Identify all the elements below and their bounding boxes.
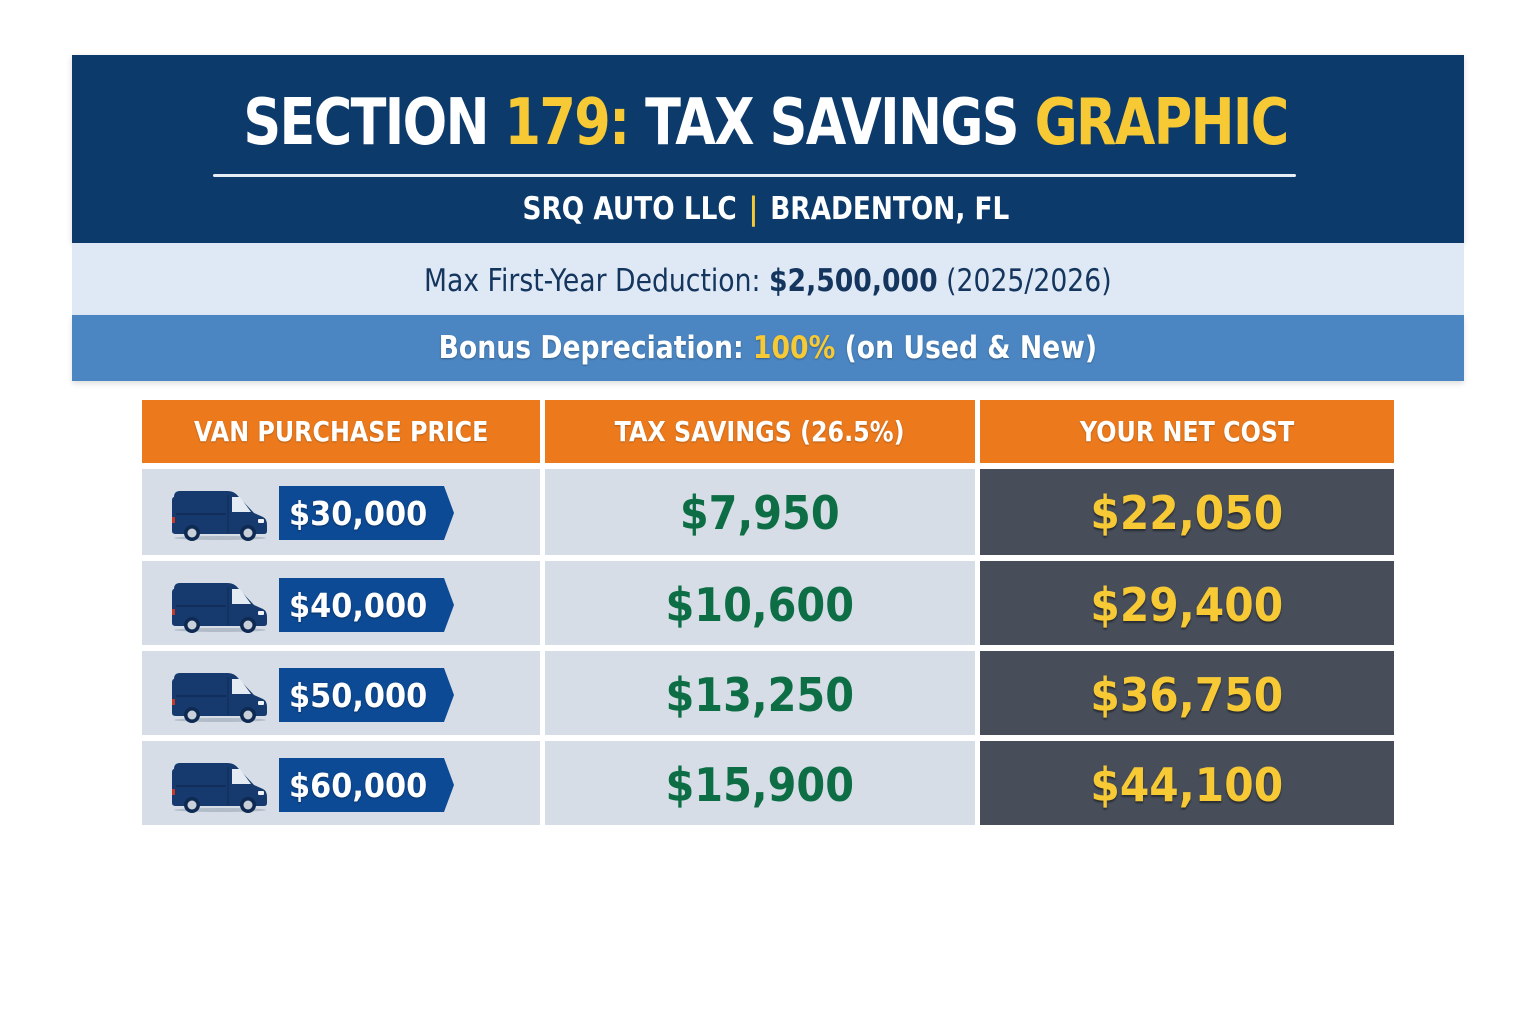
table-row: $60,000 $15,900 $44,100 — [142, 741, 1394, 825]
max-deduction-years: (2025/2026) — [937, 263, 1112, 299]
title-text: SECTION — [243, 86, 505, 160]
company-name: SRQ AUTO LLC — [522, 191, 737, 227]
header-purchase-price: VAN PURCHASE PRICE — [142, 400, 540, 463]
title-highlight-section-number: 179: — [504, 86, 631, 160]
title-text: TAX SAVINGS — [628, 86, 1035, 160]
price-cell: $40,000 — [142, 561, 540, 645]
header-net-cost: YOUR NET COST — [980, 400, 1394, 463]
bonus-depreciation-percent: 100% — [753, 330, 836, 366]
title-highlight-graphic: GRAPHIC — [1034, 86, 1290, 160]
net-cost-cell: $22,050 — [980, 469, 1394, 555]
van-icon — [172, 583, 267, 633]
bonus-depreciation-band: Bonus Depreciation: 100% (on Used & New) — [72, 315, 1464, 381]
net-cost-cell: $36,750 — [980, 651, 1394, 735]
tax-savings-cell: $7,950 — [545, 469, 975, 555]
net-cost-cell: $29,400 — [980, 561, 1394, 645]
title-banner: SECTION 179: TAX SAVINGS GRAPHIC SRQ AUT… — [72, 55, 1464, 243]
max-deduction-band: Max First-Year Deduction: $2,500,000 (20… — [72, 243, 1464, 315]
table-header-row: VAN PURCHASE PRICE TAX SAVINGS (26.5%) Y… — [142, 400, 1394, 463]
tax-savings-cell: $15,900 — [545, 741, 975, 825]
net-cost-cell: $44,100 — [980, 741, 1394, 825]
van-icon — [172, 763, 267, 813]
savings-table: VAN PURCHASE PRICE TAX SAVINGS (26.5%) Y… — [142, 400, 1394, 825]
price-tag: $60,000 — [279, 758, 454, 812]
title-divider — [213, 174, 1296, 177]
table-row: $30,000 $7,950 $22,050 — [142, 469, 1394, 555]
table-row: $40,000 $10,600 $29,400 — [142, 561, 1394, 645]
price-tag: $30,000 — [279, 486, 454, 540]
company-location: BRADENTON, FL — [770, 191, 1010, 227]
bonus-depreciation-label: Bonus Depreciation: — [438, 330, 754, 366]
subtitle-separator: | — [748, 191, 759, 227]
price-tag: $40,000 — [279, 578, 454, 632]
max-deduction-amount: $2,500,000 — [769, 263, 938, 299]
tax-savings-cell: $13,250 — [545, 651, 975, 735]
max-deduction-label: Max First-Year Deduction: — [424, 263, 770, 299]
company-subtitle: SRQ AUTO LLC | BRADENTON, FL — [174, 191, 1357, 227]
price-cell: $60,000 — [142, 741, 540, 825]
header-tax-savings: TAX SAVINGS (26.5%) — [545, 400, 975, 463]
tax-savings-cell: $10,600 — [545, 561, 975, 645]
page-title: SECTION 179: TAX SAVINGS GRAPHIC — [195, 85, 1336, 161]
price-cell: $30,000 — [142, 469, 540, 555]
van-icon — [172, 673, 267, 723]
price-tag: $50,000 — [279, 668, 454, 722]
van-icon — [172, 491, 267, 541]
bonus-depreciation-note: (on Used & New) — [835, 330, 1098, 366]
price-cell: $50,000 — [142, 651, 540, 735]
table-row: $50,000 $13,250 $36,750 — [142, 651, 1394, 735]
